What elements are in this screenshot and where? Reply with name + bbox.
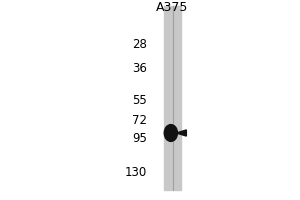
Bar — [164, 6, 181, 190]
Text: 55: 55 — [132, 94, 147, 106]
Polygon shape — [176, 130, 186, 136]
Ellipse shape — [164, 125, 178, 141]
Text: A375: A375 — [156, 1, 189, 14]
Text: 95: 95 — [132, 132, 147, 146]
Text: 36: 36 — [132, 62, 147, 75]
Text: 72: 72 — [132, 114, 147, 128]
Text: 28: 28 — [132, 38, 147, 51]
Text: 130: 130 — [125, 166, 147, 178]
